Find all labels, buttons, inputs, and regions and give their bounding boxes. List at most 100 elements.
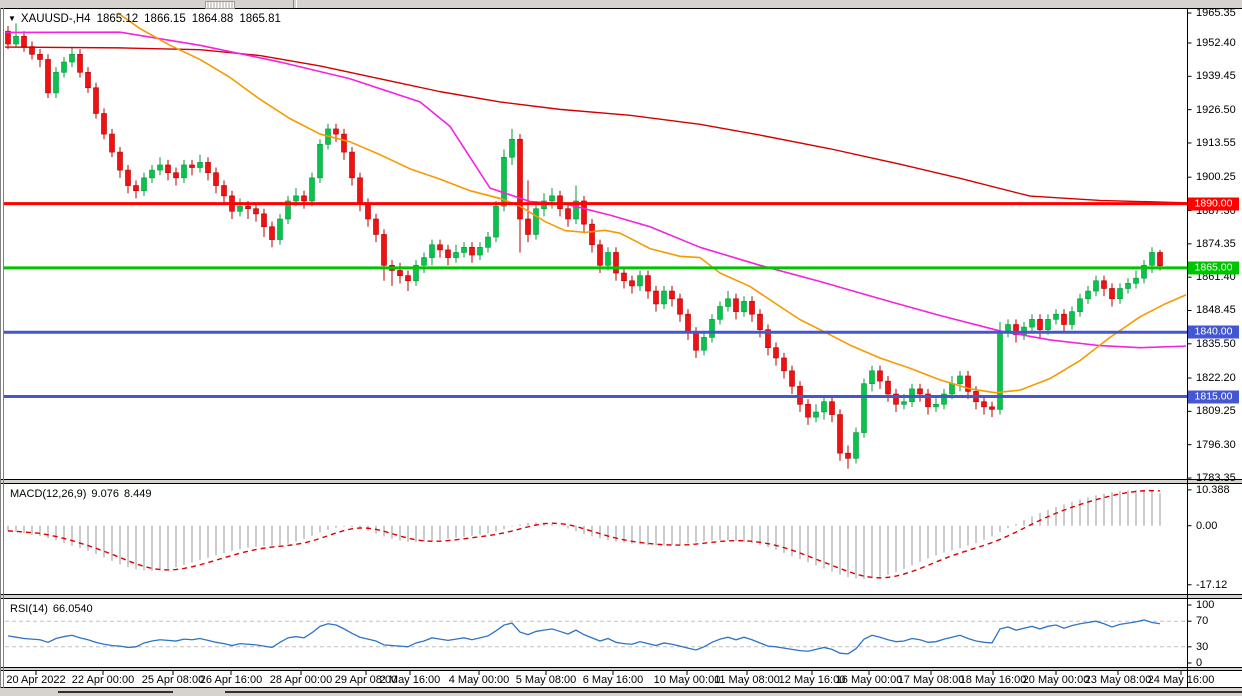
candle [621,272,627,282]
candle [1029,319,1035,328]
candle [517,138,523,220]
candle [885,380,891,395]
rsi-panel-area[interactable] [4,599,1187,667]
candle [1053,313,1059,320]
candle [709,319,715,338]
candle [677,298,683,315]
candle [285,200,291,220]
candle [421,257,427,266]
candle [933,403,939,408]
candle [717,306,723,320]
macd-panel-area[interactable] [4,484,1187,594]
candle [573,200,579,220]
candle [1061,313,1067,325]
candle [501,156,507,207]
candle [437,244,443,251]
rsi-line [7,619,1161,655]
candle [821,401,827,413]
price-axis-area[interactable] [1188,9,1242,687]
candle [397,270,403,276]
candle [1077,298,1083,312]
candle [613,252,619,274]
candle [61,61,67,73]
candle [213,172,219,186]
candle [1085,290,1091,300]
candle [5,30,11,45]
candle [277,218,283,240]
candle [749,301,755,315]
candle [1149,252,1155,266]
candle [1109,288,1115,300]
candle [1157,252,1163,267]
candle [109,133,115,153]
scrollbar-thumb[interactable] [205,1,235,9]
candle [757,313,763,330]
candle [317,144,323,179]
candle [733,298,739,312]
main-chart-area[interactable] [4,9,1187,479]
candle [37,54,43,60]
candle [805,403,811,418]
candle [485,236,491,248]
candle [629,280,635,287]
candle [453,252,459,258]
ma-slow-red-line [4,46,1187,204]
candle [1037,319,1043,330]
toolbar-divider [293,0,294,8]
candle [373,218,379,235]
candle [893,393,899,405]
candle [69,54,75,63]
candle [269,226,275,240]
window-top-strip [0,0,1242,9]
candle [917,388,923,395]
candle [589,223,595,246]
candle [701,337,707,351]
candle [189,164,195,168]
candle [637,275,643,287]
panel-splitter[interactable] [0,595,1242,599]
candle [1133,277,1139,284]
candle [605,252,611,266]
candle [141,177,147,191]
candle [77,54,83,73]
candle [101,113,107,135]
candle [725,298,731,307]
candle [333,128,339,135]
candle [413,265,419,282]
candle [309,177,315,202]
candle [381,234,387,266]
candle [469,247,475,256]
panel-splitter[interactable] [0,668,1242,671]
time-axis-area[interactable] [4,671,1187,687]
candle [773,347,779,359]
candle [789,370,795,387]
candle [869,370,875,384]
candle [429,244,435,258]
candle [253,208,259,215]
candle [581,200,587,225]
candle [181,164,187,179]
candle [341,133,347,153]
candle [493,205,499,238]
candle [173,172,179,179]
candle [445,249,451,258]
candle [829,401,835,415]
candle [477,247,483,256]
candle [85,72,91,89]
panel-splitter[interactable] [0,480,1242,484]
candle [149,169,155,179]
candle [661,290,667,305]
candle [549,195,555,202]
candle [261,213,267,228]
candle [597,244,603,266]
candle [293,195,299,202]
candle [405,275,411,282]
candle [349,151,355,179]
candle [653,290,659,305]
candle [813,411,819,418]
candle [157,164,163,171]
candle [1093,280,1099,292]
candle [837,414,843,454]
candle [861,383,867,433]
